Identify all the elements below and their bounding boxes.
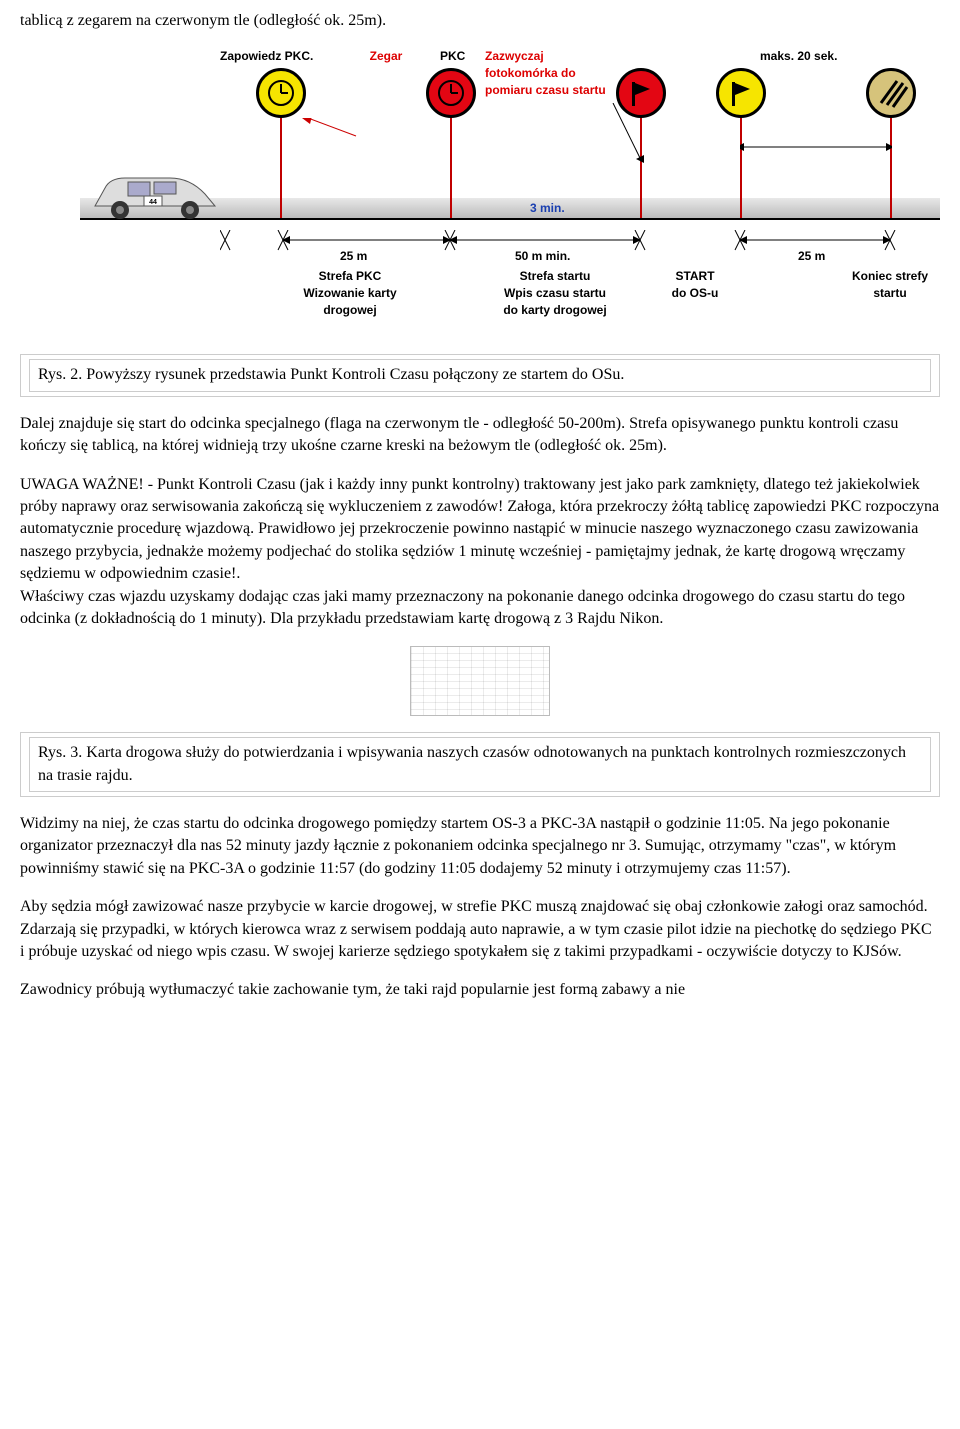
svg-text:44: 44 (149, 199, 157, 206)
para-zawodnicy: Zawodnicy próbują wytłumaczyć takie zach… (20, 979, 940, 1001)
sign-beige (866, 68, 916, 118)
karta-drogowa-thumb (410, 646, 550, 716)
dist-25a: 25 m (340, 248, 367, 265)
label-strefa-pkc: Strefa PKC Wizowanie karty drogowej (270, 268, 430, 318)
para-aby: Aby sędzia mógł zawizować nasze przybyci… (20, 896, 940, 963)
pkc-diagram: Zapowiedz PKC. PKC Zazwyczaj fotokomórka… (80, 48, 940, 338)
label-strefa-startu: Strefa startu Wpis czasu startu do karty… (470, 268, 640, 318)
label-pkc: PKC (440, 48, 465, 65)
fotokom-arrow (608, 103, 648, 163)
sign-red-1 (426, 68, 476, 118)
figure2-caption-row: Rys. 2. Powyższy rysunek przedstawia Pun… (20, 354, 940, 396)
figure3-caption: Rys. 3. Karta drogowa służy do potwierdz… (29, 737, 931, 792)
stripes-icon (871, 73, 911, 113)
figure3-caption-row: Rys. 3. Karta drogowa służy do potwierdz… (20, 732, 940, 797)
label-3min: 3 min. (530, 200, 565, 217)
dist-50: 50 m min. (515, 248, 570, 265)
intro-text: tablicą z zegarem na czerwonym tle (odle… (20, 10, 940, 32)
label-start-os: START do OS-u (650, 268, 740, 302)
label-zegar: Zegar (356, 48, 416, 65)
para-uwaga: UWAGA WAŻNE! - Punkt Kontroli Czasu (jak… (20, 474, 940, 586)
label-fotokom: Zazwyczaj fotokomórka do pomiaru czasu s… (485, 48, 615, 98)
clock-icon (436, 78, 466, 108)
sign-yellow-2 (716, 68, 766, 118)
para-dalej: Dalej znajduje się start do odcinka spec… (20, 413, 940, 458)
dist-25b: 25 m (798, 248, 825, 265)
figure2-caption: Rys. 2. Powyższy rysunek przedstawia Pun… (29, 359, 931, 391)
para-widzimy: Widzimy na niej, że czas startu do odcin… (20, 813, 940, 880)
clock-icon (266, 78, 296, 108)
flag-icon (724, 76, 758, 110)
car-icon: 44 (90, 166, 220, 220)
arrow-zegar (298, 118, 358, 158)
label-maks20: maks. 20 sek. (760, 48, 837, 65)
sign-yellow-1 (256, 68, 306, 118)
label-koniec: Koniec strefy startu (830, 268, 950, 302)
maks20-arrow (740, 142, 892, 152)
label-zap-pkc: Zapowiedz PKC. (220, 48, 313, 65)
para-wlasciwy: Właściwy czas wjazdu uzyskamy dodając cz… (20, 586, 940, 631)
